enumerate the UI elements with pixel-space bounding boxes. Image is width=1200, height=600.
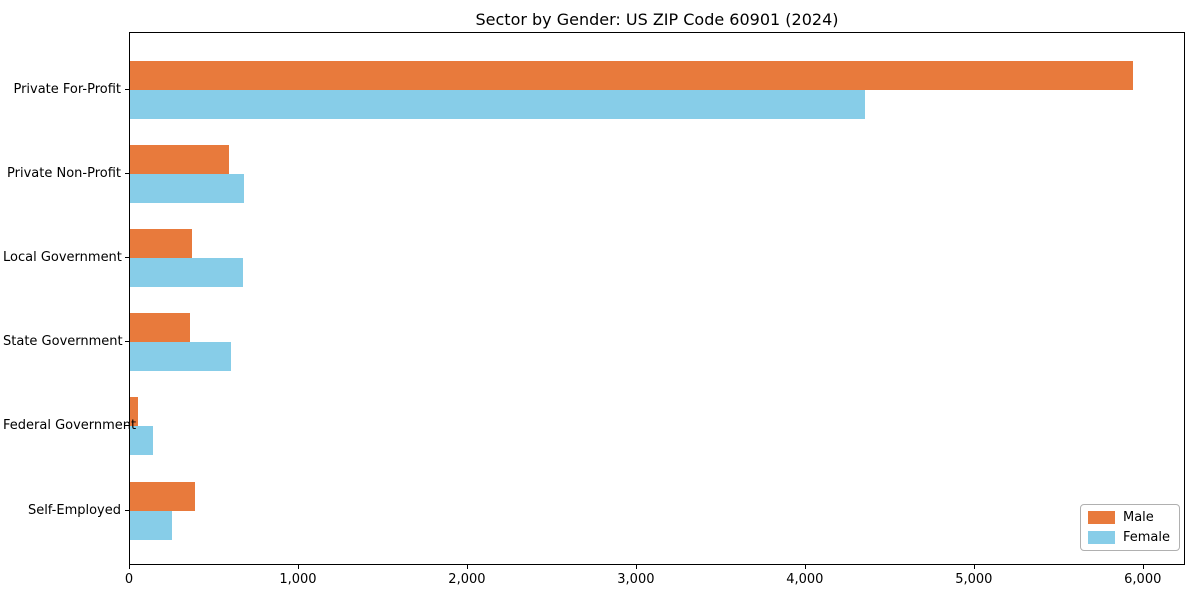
- legend-label-male: Male: [1122, 510, 1154, 525]
- x-tick-label-6000: 6,000: [1124, 572, 1162, 587]
- x-tick-mark: [804, 565, 806, 569]
- x-tick-mark: [973, 565, 975, 569]
- x-tick-mark: [466, 565, 468, 569]
- bar-female-local-government: [130, 257, 243, 287]
- x-tick-label-5000: 5,000: [955, 572, 993, 587]
- bar-male-private-non-profit: [130, 144, 230, 174]
- chart-title: Sector by Gender: US ZIP Code 60901 (202…: [475, 10, 839, 29]
- y-tick-label-private-non-profit: Private Non-Profit: [7, 165, 121, 181]
- x-tick-label-3000: 3,000: [617, 572, 655, 587]
- y-tick-label-federal-government: Federal Government: [3, 418, 137, 434]
- x-tick-label-4000: 4,000: [786, 572, 824, 587]
- legend-item-male: Male: [1087, 510, 1170, 525]
- legend-item-female: Female: [1087, 530, 1170, 545]
- bar-male-local-government: [130, 228, 193, 258]
- y-tick-label-state-government: State Government: [3, 334, 123, 350]
- legend-swatch-female: [1087, 531, 1115, 544]
- x-tick-mark: [635, 565, 637, 569]
- bar-female-self-employed: [130, 510, 173, 540]
- bar-female-federal-government: [130, 426, 153, 456]
- bar-female-state-government: [130, 342, 232, 372]
- legend-label-female: Female: [1122, 530, 1170, 545]
- bar-male-private-for-profit: [130, 60, 1134, 90]
- y-tick-label-private-for-profit: Private For-Profit: [13, 81, 121, 97]
- y-tick-mark: [125, 425, 129, 427]
- y-tick-mark: [125, 509, 129, 511]
- y-tick-mark: [125, 256, 129, 258]
- legend: Male Female: [1079, 504, 1180, 551]
- y-tick-mark: [125, 341, 129, 343]
- x-tick-label-0: 0: [124, 572, 134, 587]
- x-tick-label-1000: 1,000: [279, 572, 317, 587]
- plot-area: Male Female: [129, 32, 1185, 565]
- y-tick-label-self-employed: Self-Employed: [27, 502, 121, 518]
- bar-male-federal-government: [130, 397, 138, 427]
- y-tick-mark: [125, 172, 129, 174]
- legend-swatch-male: [1087, 511, 1115, 524]
- bar-female-private-non-profit: [130, 173, 244, 203]
- x-tick-label-2000: 2,000: [448, 572, 486, 587]
- x-tick-mark: [297, 565, 299, 569]
- bar-male-state-government: [130, 313, 190, 343]
- x-tick-mark: [1142, 565, 1144, 569]
- bar-male-self-employed: [130, 481, 195, 511]
- x-tick-mark: [129, 565, 130, 569]
- bar-female-private-for-profit: [130, 89, 866, 119]
- y-tick-mark: [125, 88, 129, 90]
- y-tick-label-local-government: Local Government: [3, 249, 122, 265]
